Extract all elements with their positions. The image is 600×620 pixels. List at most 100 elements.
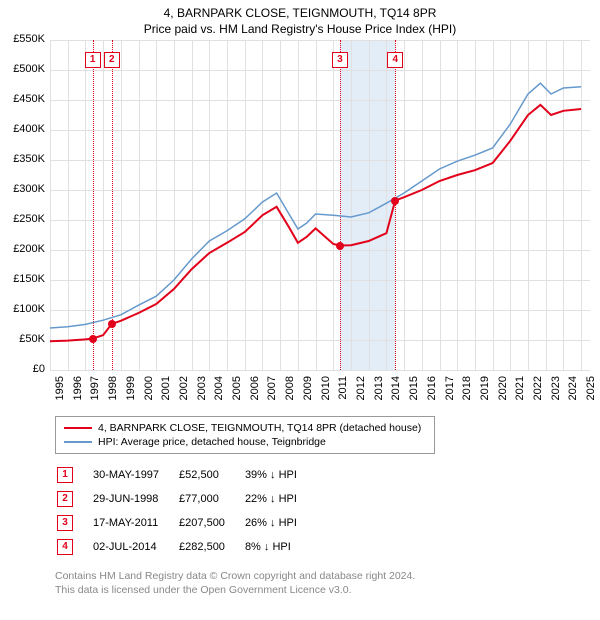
y-axis-label: £550K [5, 33, 45, 45]
gridline-h [50, 310, 590, 311]
event-price: £207,500 [179, 512, 243, 534]
event-box-1: 1 [57, 467, 73, 483]
footer-line-1: Contains HM Land Registry data © Crown c… [55, 570, 600, 584]
gridline-h [50, 100, 590, 101]
gridline-v [422, 40, 423, 370]
y-axis-label: £300K [5, 183, 45, 195]
y-axis-label: £450K [5, 93, 45, 105]
y-axis-label: £50K [5, 333, 45, 345]
event-marker-4: 4 [387, 52, 403, 68]
event-date: 17-MAY-2011 [93, 512, 177, 534]
gridline-h [50, 130, 590, 131]
gridline-v [333, 40, 334, 370]
x-axis-label: 2007 [266, 376, 278, 416]
chart-container: 4, BARNPARK CLOSE, TEIGNMOUTH, TQ14 8PR … [0, 0, 600, 620]
event-marker-3: 3 [332, 52, 348, 68]
gridline-v [493, 40, 494, 370]
event-marker-2: 2 [104, 52, 120, 68]
x-axis-label: 2009 [302, 376, 314, 416]
event-line [93, 40, 94, 370]
x-axis-label: 2025 [585, 376, 597, 416]
gridline-v [298, 40, 299, 370]
x-axis-label: 2014 [390, 376, 402, 416]
x-axis-label: 2002 [178, 376, 190, 416]
gridline-h [50, 190, 590, 191]
y-axis-label: £500K [5, 63, 45, 75]
x-axis-label: 1997 [89, 376, 101, 416]
x-axis-label: 2003 [196, 376, 208, 416]
sale-point-1 [89, 335, 97, 343]
event-price: £77,000 [179, 488, 243, 510]
chart-title: 4, BARNPARK CLOSE, TEIGNMOUTH, TQ14 8PR [0, 0, 600, 20]
gridline-h [50, 220, 590, 221]
gridline-v [369, 40, 370, 370]
event-delta: 8% ↓ HPI [245, 536, 315, 558]
gridline-h [50, 280, 590, 281]
gridline-v [440, 40, 441, 370]
x-axis-label: 2021 [514, 376, 526, 416]
gridline-h [50, 340, 590, 341]
sale-point-3 [336, 242, 344, 250]
events-table: 130-MAY-1997£52,50039% ↓ HPI229-JUN-1998… [55, 462, 317, 560]
x-axis-label: 2015 [408, 376, 420, 416]
x-axis-label: 1996 [72, 376, 84, 416]
x-axis-label: 2017 [444, 376, 456, 416]
gridline-v [581, 40, 582, 370]
gridline-v [50, 40, 51, 370]
event-delta: 22% ↓ HPI [245, 488, 315, 510]
x-axis-label: 1999 [125, 376, 137, 416]
event-price: £282,500 [179, 536, 243, 558]
event-row: 2 29-JUN-1998£77,00022% ↓ HPI [57, 488, 315, 510]
gridline-h [50, 40, 590, 41]
legend-swatch [64, 441, 92, 443]
event-price: £52,500 [179, 464, 243, 486]
plot-region: 1234 [50, 40, 590, 370]
x-axis-label: 1995 [54, 376, 66, 416]
chart-area: 1234 £0£50K£100K£150K£200K£250K£300K£350… [5, 40, 595, 410]
gridline-v [121, 40, 122, 370]
gridline-h [50, 70, 590, 71]
event-row: 317-MAY-2011£207,50026% ↓ HPI [57, 512, 315, 534]
footer-line-2: This data is licensed under the Open Gov… [55, 584, 600, 598]
y-axis-label: £250K [5, 213, 45, 225]
gridline-v [475, 40, 476, 370]
event-line [340, 40, 341, 370]
event-box-2: 2 [57, 491, 73, 507]
x-axis-label: 2006 [249, 376, 261, 416]
event-delta: 26% ↓ HPI [245, 512, 315, 534]
x-axis-label: 2000 [143, 376, 155, 416]
gridline-v [139, 40, 140, 370]
gridline-h [50, 160, 590, 161]
x-axis-label: 1998 [107, 376, 119, 416]
gridline-v [156, 40, 157, 370]
gridline-v [528, 40, 529, 370]
event-date: 30-MAY-1997 [93, 464, 177, 486]
gridline-v [192, 40, 193, 370]
legend: 4, BARNPARK CLOSE, TEIGNMOUTH, TQ14 8PR … [55, 416, 435, 454]
x-axis-label: 2005 [231, 376, 243, 416]
gridline-v [174, 40, 175, 370]
x-axis-label: 2011 [337, 376, 349, 416]
x-axis-label: 2010 [320, 376, 332, 416]
event-date: 29-JUN-1998 [93, 488, 177, 510]
x-axis-label: 2020 [497, 376, 509, 416]
y-axis-label: £150K [5, 273, 45, 285]
y-axis-label: £0 [5, 363, 45, 375]
gridline-v [85, 40, 86, 370]
x-axis-label: 2013 [373, 376, 385, 416]
x-axis-label: 2019 [479, 376, 491, 416]
event-date: 02-JUL-2014 [93, 536, 177, 558]
x-axis-label: 2001 [160, 376, 172, 416]
gridline-v [457, 40, 458, 370]
gridline-v [351, 40, 352, 370]
gridline-v [386, 40, 387, 370]
x-axis-label: 2024 [567, 376, 579, 416]
gridline-v [404, 40, 405, 370]
gridline-v [546, 40, 547, 370]
y-axis-label: £100K [5, 303, 45, 315]
gridline-v [68, 40, 69, 370]
gridline-v [103, 40, 104, 370]
gridline-v [262, 40, 263, 370]
line-layer [50, 40, 590, 370]
sale-point-2 [108, 320, 116, 328]
